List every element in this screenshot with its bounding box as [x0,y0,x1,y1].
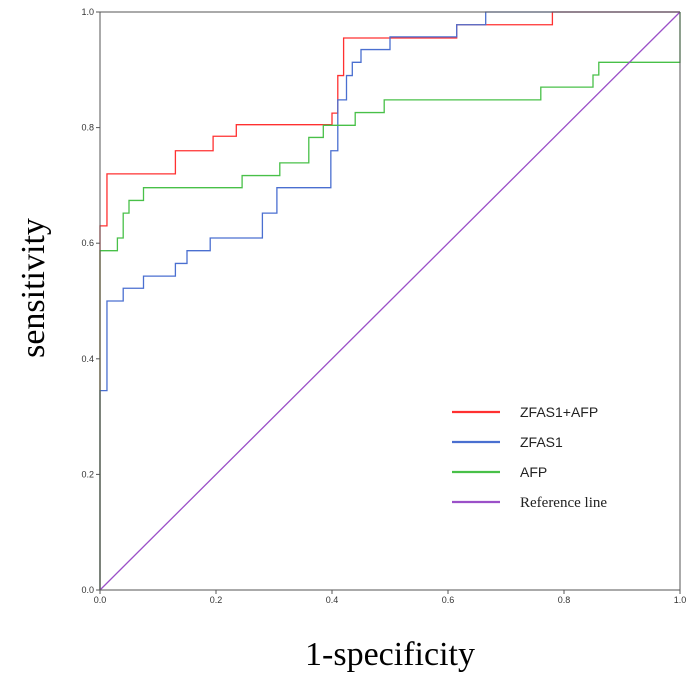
y-tick-label: 0.6 [81,238,94,248]
x-tick-label: 0.0 [94,595,107,605]
series-line-2 [99,12,681,590]
y-tick-label: 0.4 [81,354,94,364]
y-tick-label: 1.0 [81,7,94,17]
y-axis-title: sensitivity [15,218,52,358]
x-tick-label: 0.8 [558,595,571,605]
y-tick-label: 0.8 [81,123,94,133]
x-tick-label: 0.6 [442,595,455,605]
legend-label-3: Reference line [520,495,607,511]
legend: ZFAS1+AFP ZFAS1 AFP Reference line [452,404,607,511]
series-line-1 [99,11,680,590]
y-ticks: 0.0 0.2 0.4 0.6 0.8 1.0 [81,7,100,595]
series-lines [99,11,681,591]
legend-label-0: ZFAS1+AFP [520,404,598,420]
legend-label-1: ZFAS1 [520,434,563,450]
x-tick-label: 1.0 [674,595,686,605]
y-tick-label: 0.2 [81,469,94,479]
x-tick-label: 0.2 [210,595,223,605]
series-line-3 [99,11,681,591]
legend-label-2: AFP [520,464,547,480]
x-ticks: 0.0 0.2 0.4 0.6 0.8 1.0 [94,590,686,605]
y-tick-label: 0.0 [81,585,94,595]
x-tick-label: 0.4 [326,595,339,605]
x-axis-title: 1-specificity [305,636,475,673]
